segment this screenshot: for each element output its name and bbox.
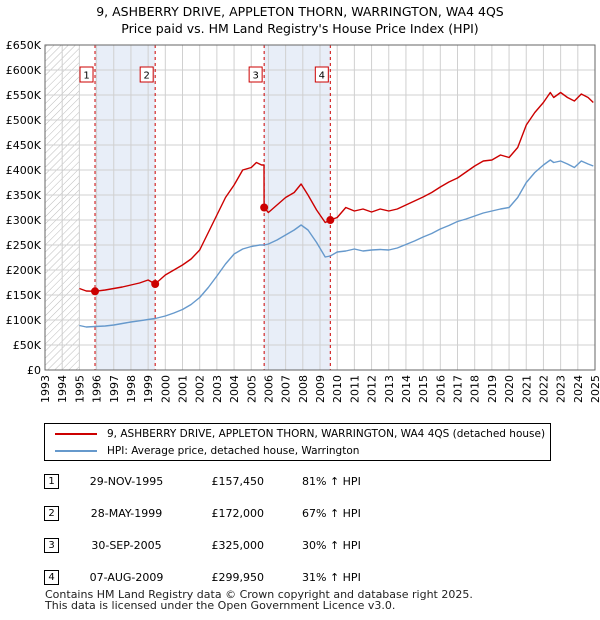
x-tick-label: 2025 xyxy=(589,375,600,403)
sale-label: 1 xyxy=(83,71,89,82)
y-tick-label: £50K xyxy=(13,339,42,352)
x-tick-label: 2009 xyxy=(314,375,327,403)
sale-price: £299,950 xyxy=(211,571,265,584)
sale-point xyxy=(91,287,100,296)
sale-hpi-delta: 31% ↑ HPI xyxy=(302,571,361,584)
x-tick-label: 2010 xyxy=(331,375,344,403)
footer-licence: This data is licensed under the Open Gov… xyxy=(45,599,396,612)
x-tick-label: 2016 xyxy=(434,375,447,403)
y-tick-label: £450K xyxy=(6,139,42,152)
table-row: 2 28-MAY-1999 £172,000 67% ↑ HPI xyxy=(44,504,444,524)
x-tick-label: 1997 xyxy=(108,375,121,403)
sale-label-box xyxy=(79,66,94,83)
x-tick-label: 2015 xyxy=(417,375,430,403)
x-tick-label: 1994 xyxy=(56,375,69,403)
sale-point xyxy=(151,280,160,288)
title-line-2: Price paid vs. HM Land Registry's House … xyxy=(121,21,479,36)
legend-swatch-property xyxy=(55,433,97,435)
x-tick-label: 2018 xyxy=(469,375,482,403)
title-line-1: 9, ASHBERRY DRIVE, APPLETON THORN, WARRI… xyxy=(96,4,504,19)
x-tick-label: 1999 xyxy=(142,375,155,403)
table-row: 1 29-NOV-1995 £157,450 81% ↑ HPI xyxy=(44,472,444,492)
legend-item-hpi: HPI: Average price, detached house, Warr… xyxy=(55,443,359,459)
sale-hpi-delta: 81% ↑ HPI xyxy=(302,475,361,488)
y-tick-label: £400K xyxy=(6,164,42,177)
y-tick-label: £250K xyxy=(6,239,42,252)
x-tick-label: 2004 xyxy=(228,375,241,403)
y-tick-label: £300K xyxy=(6,214,42,227)
x-tick-label: 1995 xyxy=(73,375,86,403)
legend-item-property: 9, ASHBERRY DRIVE, APPLETON THORN, WARRI… xyxy=(55,426,545,442)
sale-label: 4 xyxy=(319,71,325,82)
sale-number-badge: 4 xyxy=(44,570,59,585)
legend-label-hpi: HPI: Average price, detached house, Warr… xyxy=(107,445,360,457)
hpi-line xyxy=(79,159,594,328)
sale-label-box xyxy=(248,66,263,83)
sale-number-badge: 3 xyxy=(44,538,59,553)
sale-label: 3 xyxy=(252,71,258,82)
x-tick-label: 2020 xyxy=(503,375,516,403)
y-tick-label: £150K xyxy=(6,289,42,302)
x-tick-label: 2003 xyxy=(211,375,224,403)
y-tick-label: £350K xyxy=(6,189,42,202)
table-row: 4 07-AUG-2009 £299,950 31% ↑ HPI xyxy=(44,568,444,588)
y-tick-label: £650K xyxy=(6,39,42,52)
sale-hpi-delta: 67% ↑ HPI xyxy=(302,507,361,520)
x-tick-label: 2023 xyxy=(555,375,568,403)
x-tick-label: 2014 xyxy=(400,375,413,403)
x-tick-label: 1993 xyxy=(39,375,52,403)
sale-label-box xyxy=(139,66,154,83)
sale-date: 28-MAY-1999 xyxy=(90,507,163,520)
x-tick-label: 2012 xyxy=(366,375,379,403)
x-tick-label: 2001 xyxy=(177,375,190,403)
x-tick-label: 2017 xyxy=(452,375,465,403)
x-tick-label: 2022 xyxy=(537,375,550,403)
sale-label: 2 xyxy=(143,71,149,82)
legend-swatch-hpi xyxy=(55,450,97,452)
sale-price: £325,000 xyxy=(211,539,265,552)
footer: Contains HM Land Registry data © Crown c… xyxy=(45,589,473,611)
sale-number-badge: 2 xyxy=(44,506,59,521)
x-tick-label: 1998 xyxy=(125,375,138,403)
price-chart: 1 2 3 4 £0 £50K £100K £150K £200K £250K £300K £350… xyxy=(6,39,600,403)
x-tick-label: 2007 xyxy=(280,375,293,403)
y-tick-label: £0 xyxy=(27,364,41,377)
x-tick-label: 2006 xyxy=(262,375,275,403)
y-tick-label: £550K xyxy=(6,89,42,102)
x-tick-label: 2019 xyxy=(486,375,499,403)
sale-point xyxy=(260,203,269,212)
shaded-period xyxy=(95,45,156,370)
sale-point xyxy=(326,216,335,225)
sale-date: 29-NOV-1995 xyxy=(89,475,164,488)
y-tick-label: £100K xyxy=(6,314,42,327)
x-tick-label: 2011 xyxy=(348,375,361,403)
y-tick-label: £600K xyxy=(6,64,42,77)
property-price-line xyxy=(79,91,594,292)
x-tick-label: 2005 xyxy=(245,375,258,403)
x-tick-label: 2013 xyxy=(383,375,396,403)
x-tick-label: 1996 xyxy=(91,375,104,403)
sale-hpi-delta: 30% ↑ HPI xyxy=(302,539,361,552)
legend: 9, ASHBERRY DRIVE, APPLETON THORN, WARRI… xyxy=(44,423,551,461)
plot-frame xyxy=(44,44,596,371)
sale-price: £157,450 xyxy=(211,475,265,488)
sale-number-badge: 1 xyxy=(44,474,59,489)
x-tick-label: 2008 xyxy=(297,375,310,403)
legend-label-property: 9, ASHBERRY DRIVE, APPLETON THORN, WARRI… xyxy=(107,428,546,440)
sale-price: £172,000 xyxy=(211,507,265,520)
sale-label-box xyxy=(314,66,329,83)
x-tick-label: 2021 xyxy=(520,375,533,403)
y-tick-label: £200K xyxy=(6,264,42,277)
y-tick-label: £500K xyxy=(6,114,42,127)
footer-copyright: Contains HM Land Registry data © Crown c… xyxy=(45,588,473,601)
table-row: 3 30-SEP-2005 £325,000 30% ↑ HPI xyxy=(44,536,444,556)
sale-date: 07-AUG-2009 xyxy=(89,571,164,584)
x-tick-label: 2002 xyxy=(194,375,207,403)
x-tick-label: 2000 xyxy=(159,375,172,403)
sale-date: 30-SEP-2005 xyxy=(91,539,162,552)
chart-title: 9, ASHBERRY DRIVE, APPLETON THORN, WARRI… xyxy=(0,3,600,37)
x-tick-label: 2024 xyxy=(572,375,585,403)
